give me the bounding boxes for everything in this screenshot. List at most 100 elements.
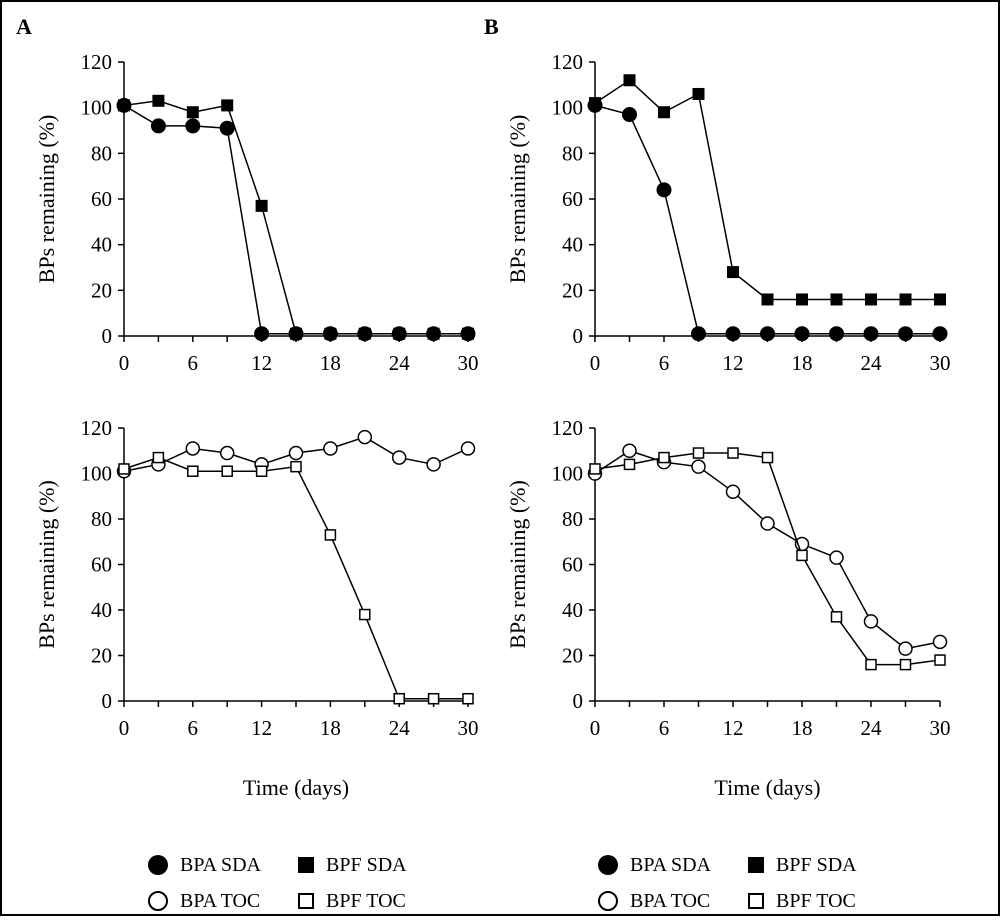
data-point [796,293,808,306]
data-point [761,451,774,464]
data-point [357,429,373,445]
data-point [898,641,913,656]
x-tick-label: 30 [458,716,479,740]
y-tick-label: 120 [552,50,584,74]
open-square-icon [298,893,314,909]
data-point [391,450,407,465]
data-point [185,441,201,456]
open-square-icon [748,893,764,909]
data-point [898,326,913,342]
series-line-bpf-toc [123,456,468,700]
data-point [658,106,670,119]
data-point [150,118,166,134]
data-point [830,611,843,623]
y-tick-label: 60 [91,187,112,211]
x-tick-label: 24 [861,716,883,740]
x-tick-label: 18 [792,716,813,740]
x-tick-label: 24 [861,351,883,375]
data-point [426,457,441,472]
data-point [460,441,476,456]
legend-label: BPF SDA [326,853,407,876]
y-tick-label: 60 [91,553,112,577]
plot-a-top: 0 20 40 60 80 100 120 0 6 12 18 24 30 BPs remaining (… [34,50,479,375]
data-point [393,327,406,340]
y-tick-label: 80 [562,141,583,165]
data-point [865,293,877,306]
x-tick-label: 0 [590,716,601,740]
legend-label: BPA TOC [180,889,261,912]
data-point [934,293,946,306]
legend-b-bpf-sda: BPF SDA [748,853,898,877]
data-point [462,327,474,340]
y-tick-label: 100 [81,462,113,486]
data-point [829,550,844,565]
data-point [152,451,165,464]
y-tick-label: 120 [81,416,113,440]
data-point [692,87,705,100]
y-tick-label: 100 [552,462,584,486]
legend-b-bpa-toc: BPA TOC [598,889,748,913]
data-point [899,658,912,671]
data-point [221,99,234,112]
data-point [393,692,405,705]
data-point [359,608,371,621]
data-point [934,654,946,666]
legend-a-bpa-sda: BPA SDA [148,853,298,877]
y-tick-label: 40 [91,598,112,622]
y-tick-label: 0 [573,689,584,713]
series-line-bpa-toc [594,449,941,650]
data-point [186,106,199,119]
panel-label-a: A [16,14,32,39]
x-tick-label: 6 [188,351,199,375]
x-tick-label: 12 [251,351,272,375]
data-point [358,327,371,340]
x-axis-label: Time (days) [714,775,820,800]
open-circle-icon [598,891,618,911]
x-tick-label: 18 [320,716,341,740]
data-point [622,443,637,458]
y-axis-label: BPs remaining (%) [505,115,530,284]
legend-a: BPA SDA BPF SDA BPA TOC BPF TOC [148,853,448,913]
x-tick-label: 6 [659,351,670,375]
data-point [589,463,601,475]
data-point [899,293,912,306]
data-point [255,199,268,212]
data-point [288,445,304,461]
data-point [290,327,302,340]
data-point [725,326,741,342]
x-tick-label: 0 [119,716,130,740]
data-point [255,465,268,477]
data-point [658,451,670,464]
filled-square-icon [298,857,314,873]
plot-a-bottom: 0 20 40 60 80 100 120 0 6 12 18 24 30 BPs remaining (… [34,416,479,800]
data-point [656,182,672,198]
y-tick-label: 0 [102,324,113,348]
data-point [727,447,739,459]
data-point [118,463,130,475]
y-tick-label: 60 [562,187,583,211]
legend-label: BPA SDA [630,853,711,876]
data-point [118,99,130,112]
data-point [622,107,637,123]
data-point [187,465,199,477]
y-tick-label: 40 [562,598,583,622]
x-tick-label: 30 [458,351,479,375]
legend-label: BPF TOC [326,889,406,912]
legend-b: BPA SDA BPF SDA BPA TOC BPF TOC [598,853,898,913]
data-point [427,327,440,340]
data-point [863,614,879,629]
x-axis-label: Time (days) [243,775,349,800]
data-point [829,326,844,342]
x-tick-label: 24 [389,716,411,740]
plot-b-bottom: 0 20 40 60 80 100 120 0 6 12 18 24 30 BPs remaining (… [505,416,951,800]
data-point [760,326,775,342]
legend-a-bpa-toc: BPA TOC [148,889,298,913]
y-tick-label: 20 [91,644,112,668]
legend-label: BPA SDA [180,853,261,876]
y-tick-label: 60 [562,553,583,577]
data-point [290,460,302,473]
y-tick-label: 100 [552,96,584,120]
y-axis-label: BPs remaining (%) [34,115,59,284]
